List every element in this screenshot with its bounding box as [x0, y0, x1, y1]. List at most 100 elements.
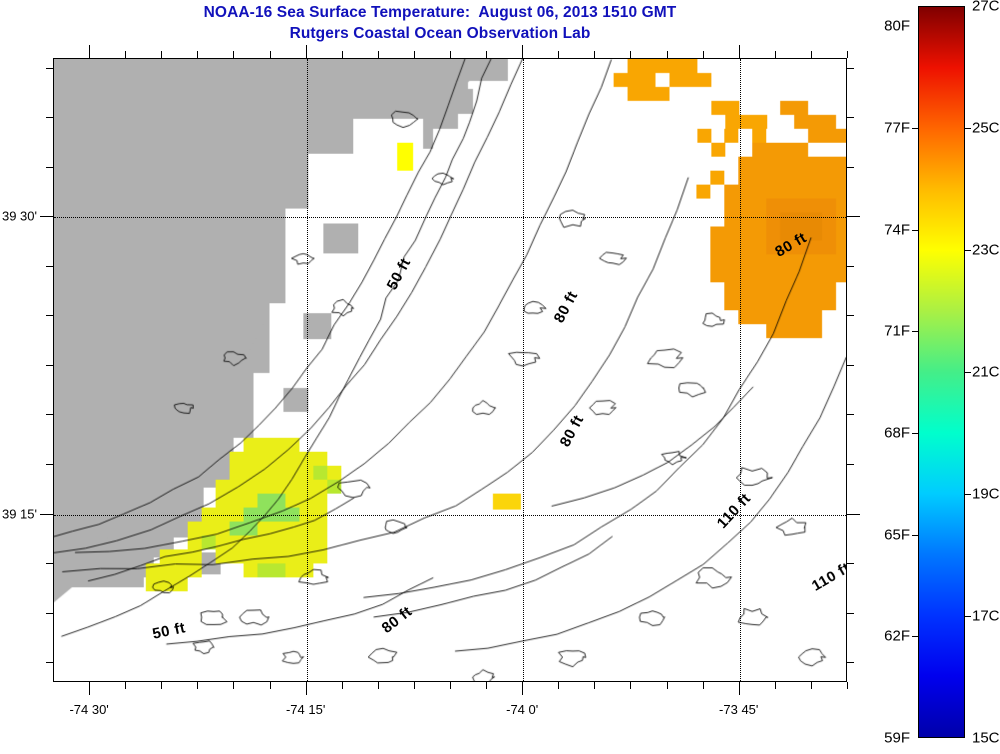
- axis-tick-y-right: [847, 563, 854, 565]
- colorbar-tick-left: [912, 534, 918, 536]
- axis-tick-x-minor: [161, 682, 163, 689]
- axis-tick-x-top: [486, 51, 488, 58]
- colorbar-tick-right: [965, 616, 971, 617]
- axis-label-x: -73 45': [719, 702, 759, 717]
- axis-tick-y-minor: [46, 414, 53, 416]
- axis-tick-x-top: [666, 51, 668, 58]
- axis-tick-x-top: [305, 45, 307, 58]
- axis-label-y: 39 30': [1, 208, 37, 224]
- axis-label-x: -74 30': [69, 702, 109, 717]
- axis-tick-x-top: [594, 51, 596, 58]
- axis-tick-y-right: [847, 117, 854, 119]
- axis-tick-x-top: [702, 51, 704, 58]
- axis-tick-y-minor: [46, 117, 53, 119]
- axis-tick-x-minor: [594, 682, 596, 689]
- axis-tick-x-top: [377, 51, 379, 58]
- axis-tick-y-major: [40, 513, 53, 515]
- colorbar-label-celsius: 27C: [972, 0, 1000, 15]
- axis-tick-y-minor: [46, 563, 53, 565]
- colorbar-label-celsius: 25C: [972, 119, 1000, 137]
- axis-tick-y-minor: [46, 612, 53, 614]
- axis-tick-x-top: [449, 51, 451, 58]
- colorbar-tick-left: [912, 636, 918, 638]
- axis-tick-y-right: [847, 265, 854, 267]
- axis-tick-y-minor: [46, 364, 53, 366]
- colorbar-tick-right: [965, 372, 971, 373]
- axis-tick-x-top: [558, 51, 560, 58]
- page-title: NOAA-16 Sea Surface Temperature: August …: [203, 4, 677, 21]
- axis-tick-x-major: [305, 682, 307, 695]
- temperature-colorbar[interactable]: 80F 77F 74F 71F 68F 65F 62F 59F 27C 25C 23C 21C 19C 1…: [884, 0, 999, 747]
- axis-tick-y-minor: [46, 662, 53, 664]
- axis-tick-y-right: [847, 662, 854, 664]
- colorbar-label-fahrenheit: 68F: [884, 424, 910, 442]
- page-subtitle: Rutgers Coastal Ocean Observation Lab: [289, 25, 591, 42]
- axis-tick-x-top: [125, 51, 127, 58]
- colorbar-label-fahrenheit: 59F: [884, 729, 910, 747]
- colorbar-tick-left: [912, 128, 918, 129]
- colorbar-label-celsius: 15C: [972, 729, 1000, 747]
- colorbar-label-celsius: 17C: [972, 607, 1000, 625]
- axis-tick-y-major: [40, 216, 53, 218]
- axis-tick-x-top: [341, 51, 343, 58]
- chart-title-block: NOAA-16 Sea Surface Temperature: August …: [0, 2, 880, 44]
- axis-tick-x-top: [522, 45, 524, 58]
- axis-tick-x-minor: [449, 682, 451, 689]
- colorbar-tick-right: [965, 128, 971, 129]
- axis-tick-y-right: [847, 612, 854, 614]
- colorbar-tick-left: [912, 229, 918, 231]
- colorbar-label-celsius: 23C: [972, 241, 1000, 259]
- axis-tick-x-top: [89, 45, 91, 58]
- sst-map-canvas: [54, 59, 846, 681]
- axis-tick-x-major: [522, 682, 524, 695]
- colorbar-label-fahrenheit: 65F: [884, 526, 910, 544]
- axis-tick-y-right: [847, 414, 854, 416]
- axis-tick-y-minor: [46, 166, 53, 168]
- axis-tick-y-right: [847, 166, 854, 168]
- colorbar-label-celsius: 21C: [972, 363, 1000, 381]
- axis-tick-x-minor: [233, 682, 235, 689]
- axis-tick-x-top: [161, 51, 163, 58]
- axis-tick-y-right: [847, 315, 854, 317]
- axis-tick-x-minor: [341, 682, 343, 689]
- axis-tick-x-minor: [810, 682, 812, 689]
- axis-tick-y-minor: [46, 464, 53, 466]
- axis-tick-x-top: [810, 51, 812, 58]
- axis-tick-y-minor: [46, 315, 53, 317]
- colorbar-tick-right: [965, 494, 971, 495]
- colorbar-label-fahrenheit: 74F: [884, 221, 910, 239]
- axis-tick-x-top: [197, 51, 199, 58]
- axis-tick-y-minor: [46, 67, 53, 69]
- axis-tick-x-minor: [846, 682, 848, 689]
- axis-tick-y-right: [847, 464, 854, 466]
- colorbar-tick-right: [965, 250, 971, 251]
- axis-tick-x-top: [630, 51, 632, 58]
- axis-tick-x-minor: [666, 682, 668, 689]
- axis-tick-x-minor: [558, 682, 560, 689]
- axis-tick-x-major: [738, 682, 740, 695]
- axis-tick-y-right: [847, 67, 854, 69]
- colorbar-label-celsius: 19C: [972, 485, 1000, 503]
- axis-tick-x-top: [233, 51, 235, 58]
- axis-tick-y-right: [847, 364, 854, 366]
- axis-label-x: -74 0': [506, 702, 539, 717]
- axis-label-y: 39 15': [1, 506, 37, 522]
- axis-tick-x-minor: [486, 682, 488, 689]
- axis-tick-x-minor: [630, 682, 632, 689]
- axis-tick-x-minor: [377, 682, 379, 689]
- colorbar-tick-left: [912, 433, 918, 434]
- colorbar-gradient: [918, 6, 965, 738]
- axis-tick-y-minor: [46, 265, 53, 267]
- axis-tick-x-top: [413, 51, 415, 58]
- axis-tick-x-minor: [413, 682, 415, 689]
- axis-tick-y-right: [847, 216, 860, 218]
- colorbar-label-fahrenheit: 77F: [884, 119, 910, 137]
- axis-tick-x-top: [269, 51, 271, 58]
- colorbar-tick-left: [912, 331, 918, 333]
- map-plot-area[interactable]: 50 ft 80 ft 80 ft 80 ft 110 ft 110 ft 50 ft 80 …: [53, 58, 847, 682]
- axis-tick-x-minor: [702, 682, 704, 689]
- axis-tick-x-minor: [774, 682, 776, 689]
- axis-tick-x-top: [846, 51, 848, 58]
- colorbar-label-fahrenheit: 62F: [884, 627, 910, 645]
- axis-tick-x-minor: [125, 682, 127, 689]
